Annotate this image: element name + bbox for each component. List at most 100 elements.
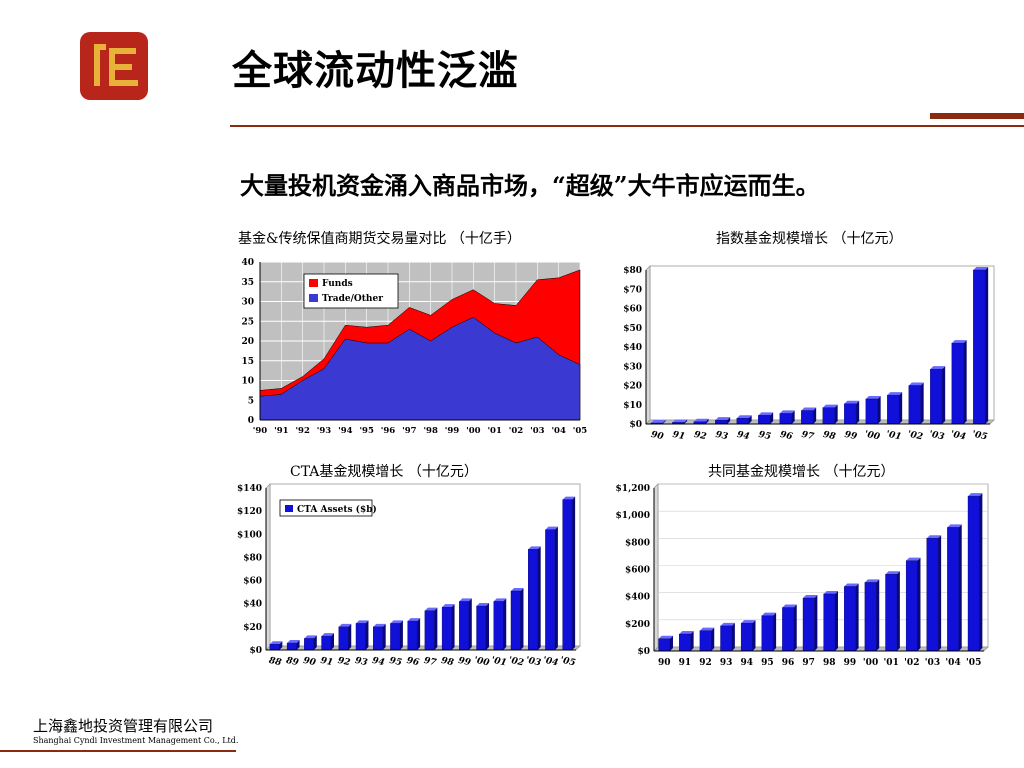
x-tick-label: '03 <box>525 656 542 669</box>
bar <box>864 579 880 652</box>
bar <box>779 410 795 425</box>
x-tick-label: 97 <box>802 658 815 668</box>
x-tick-label: 97 <box>800 430 815 443</box>
x-tick-label: '04 <box>551 426 566 436</box>
y-tick-label: $20 <box>623 382 642 392</box>
x-tick-label: '01 <box>487 426 502 436</box>
x-tick-label: 93 <box>720 658 733 668</box>
bar <box>459 598 472 651</box>
y-tick-label: 35 <box>241 278 254 288</box>
header-rule-thick <box>930 113 1024 119</box>
x-tick-label: '03 <box>925 658 940 668</box>
x-tick-label: 89 <box>285 656 300 669</box>
y-tick-label: $1,000 <box>616 511 650 521</box>
x-tick-label: 95 <box>761 658 774 668</box>
bar <box>699 627 715 652</box>
y-tick-label: $40 <box>243 600 262 610</box>
header-rule-thin <box>230 125 1024 127</box>
x-tick-label: 96 <box>406 656 421 669</box>
footer-company-en: Shanghai Cyndi Investment Management Co.… <box>33 736 239 745</box>
area-series-trade-other <box>259 317 581 421</box>
page-subtitle: 大量投机资金涌入商品市场，“超级”大牛市应运而生。 <box>240 171 820 200</box>
x-tick-label: '97 <box>402 426 417 436</box>
bar <box>510 587 524 651</box>
bar <box>373 623 386 651</box>
page-title: 全球流动性泛滥 <box>232 47 519 94</box>
y-tick-label: 0 <box>248 416 254 426</box>
bar <box>973 267 989 425</box>
chart-title-index-funds: 指数基金规模增长 （十亿元） <box>716 231 903 247</box>
x-tick-label: 90 <box>650 430 665 443</box>
x-tick-label: 91 <box>671 430 685 442</box>
plot-side-wall <box>265 483 271 651</box>
plot-side-wall <box>653 483 659 652</box>
bar <box>887 392 903 425</box>
bar <box>286 640 300 651</box>
bar <box>476 603 490 651</box>
x-tick-label: '99 <box>445 426 460 436</box>
legend-swatch <box>285 505 293 512</box>
x-tick-label: 92 <box>699 658 712 668</box>
x-tick-label: '00 <box>864 430 882 443</box>
bar <box>321 633 335 651</box>
x-tick-label: 91 <box>679 658 692 668</box>
x-tick-label: 98 <box>822 430 837 443</box>
x-tick-label: '00 <box>466 426 481 436</box>
x-tick-label: '95 <box>359 426 374 436</box>
y-tick-label: $50 <box>623 324 642 334</box>
y-tick-label: $60 <box>623 305 642 315</box>
y-tick-label: 20 <box>241 337 254 347</box>
x-tick-label: 99 <box>843 430 858 443</box>
legend-label: CTA Assets ($b) <box>297 504 377 515</box>
y-tick-label: $0 <box>629 420 642 430</box>
x-tick-label: '98 <box>423 426 438 436</box>
bar <box>930 366 946 425</box>
bar <box>355 620 369 651</box>
y-tick-label: $100 <box>237 530 262 540</box>
legend-label-funds: Funds <box>322 279 353 289</box>
y-tick-label: $0 <box>249 646 262 656</box>
bar <box>693 418 709 425</box>
bar <box>802 595 818 652</box>
x-tick-label: '05 <box>966 658 981 668</box>
bar <box>562 496 576 651</box>
y-tick-label: $40 <box>623 343 642 353</box>
y-tick-label: $70 <box>623 285 642 295</box>
bar <box>528 546 541 651</box>
x-tick-label: '94 <box>338 426 353 436</box>
bar <box>658 635 673 652</box>
x-tick-label: '90 <box>253 426 268 436</box>
x-tick-label: 96 <box>782 658 795 668</box>
y-tick-label: $10 <box>623 401 642 411</box>
bar <box>679 631 694 652</box>
x-tick-label: '04 <box>945 658 960 668</box>
x-tick-label: 95 <box>757 430 771 442</box>
y-tick-label: $20 <box>243 623 262 633</box>
x-tick-label: '05 <box>573 426 588 436</box>
legend-swatch-funds <box>309 279 318 287</box>
y-tick-label: 10 <box>241 377 254 387</box>
y-tick-label: $800 <box>625 538 650 548</box>
chart-title-mutual-funds: 共同基金规模增长 （十亿元） <box>708 464 895 480</box>
y-tick-label: 5 <box>248 396 254 406</box>
bar <box>865 395 881 425</box>
bar <box>269 641 283 651</box>
cta-assets-chart: $0 $20 $40 $60 $80 $100 $120 $140 88 89 90 91 92 93 94… <box>237 483 581 669</box>
y-tick-label: $80 <box>243 553 262 563</box>
legend-box <box>279 499 373 517</box>
legend-box <box>303 273 399 309</box>
x-tick-label: '02 <box>508 656 525 669</box>
x-tick-label: 92 <box>693 430 707 442</box>
company-logo <box>80 32 148 100</box>
y-tick-label: $1,200 <box>616 484 650 494</box>
bar <box>441 604 455 651</box>
x-tick-label: 99 <box>844 658 857 668</box>
bar <box>758 412 774 425</box>
bar <box>782 604 797 652</box>
y-tick-label: $120 <box>237 507 262 517</box>
bar <box>493 598 507 651</box>
legend-label-trade-other: Trade/Other <box>322 294 383 304</box>
x-tick-label: 90 <box>658 658 671 668</box>
y-tick-label: $200 <box>625 620 650 630</box>
x-tick-label: 92 <box>337 656 351 668</box>
